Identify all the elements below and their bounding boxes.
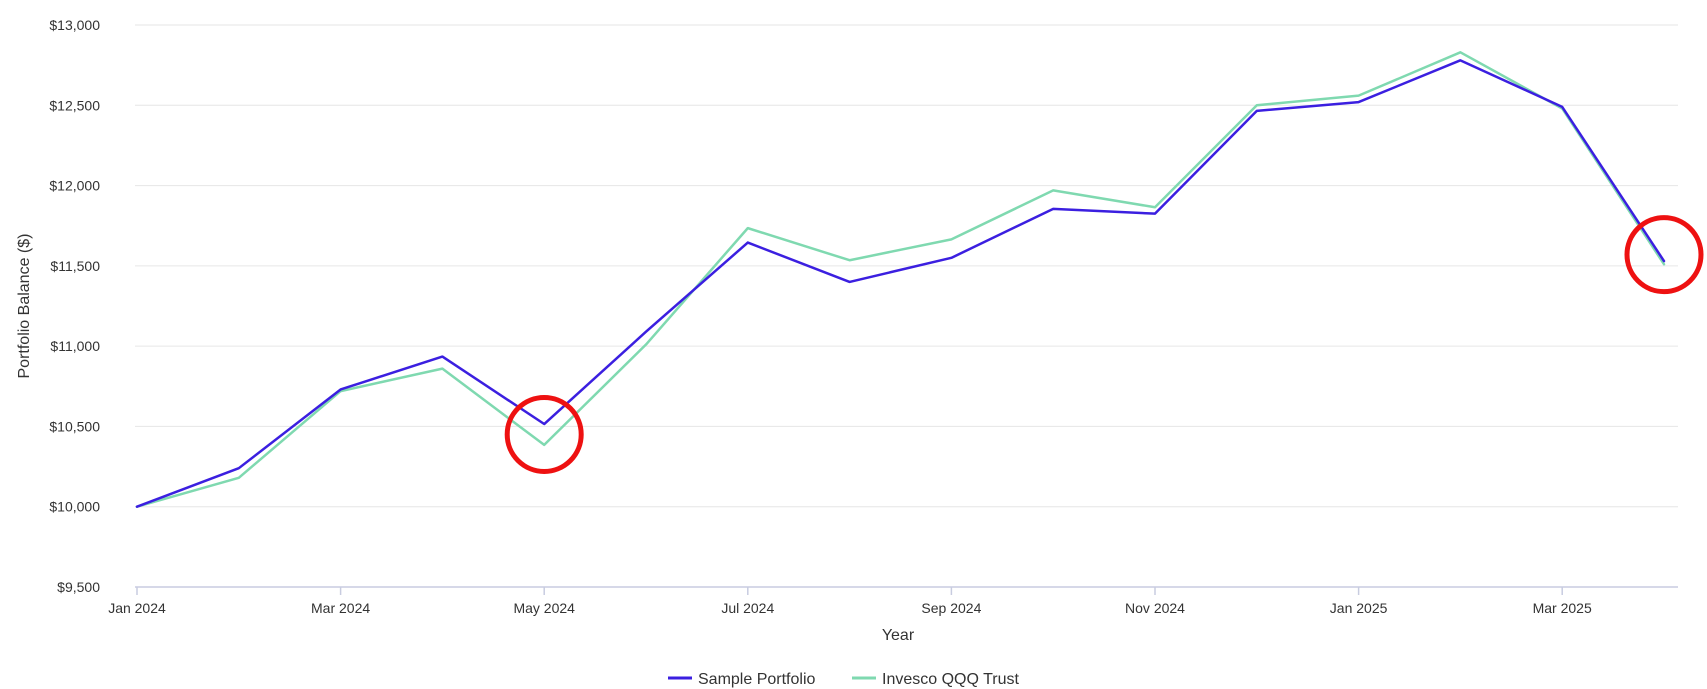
annotations bbox=[504, 215, 1704, 474]
y-tick-label: $12,500 bbox=[49, 97, 100, 113]
annotation-circle bbox=[1624, 215, 1704, 295]
y-tick-label: $10,000 bbox=[49, 499, 100, 515]
y-tick-label: $11,500 bbox=[50, 258, 100, 274]
x-tick-label: May 2024 bbox=[513, 600, 575, 616]
x-tick-label: Jul 2024 bbox=[721, 600, 774, 616]
legend: Sample Portfolio Invesco QQQ Trust bbox=[668, 671, 1019, 688]
series-lines bbox=[135, 51, 1666, 508]
x-tick-label: Mar 2024 bbox=[311, 600, 370, 616]
grid-lines bbox=[135, 24, 1678, 508]
annotation-circle bbox=[504, 394, 584, 474]
y-tick-label: $11,000 bbox=[50, 338, 100, 354]
series-line-invesco-qqq-trust bbox=[135, 51, 1666, 508]
x-tick-label: Sep 2024 bbox=[921, 600, 981, 616]
series-line-sample-portfolio bbox=[135, 59, 1666, 508]
y-tick-label: $13,000 bbox=[49, 17, 100, 33]
legend-label: Invesco QQQ Trust bbox=[882, 671, 1019, 688]
axes: $9,500 $10,000 $10,500 $11,000 $11,500 $12,00… bbox=[49, 17, 1678, 616]
y-tick-label: $12,000 bbox=[49, 178, 100, 194]
legend-item: Invesco QQQ Trust bbox=[852, 671, 1019, 688]
legend-label: Sample Portfolio bbox=[698, 671, 815, 688]
x-tick-label: Nov 2024 bbox=[1125, 600, 1185, 616]
y-axis-title: Portfolio Balance ($) bbox=[16, 234, 33, 379]
x-tick-label: Jan 2025 bbox=[1330, 600, 1388, 616]
y-tick-label: $10,500 bbox=[49, 418, 100, 434]
y-tick-label: $9,500 bbox=[57, 579, 100, 595]
x-tick-label: Mar 2025 bbox=[1533, 600, 1592, 616]
x-tick-label: Jan 2024 bbox=[108, 600, 166, 616]
x-axis-title: Year bbox=[882, 627, 915, 644]
legend-item: Sample Portfolio bbox=[668, 671, 815, 688]
